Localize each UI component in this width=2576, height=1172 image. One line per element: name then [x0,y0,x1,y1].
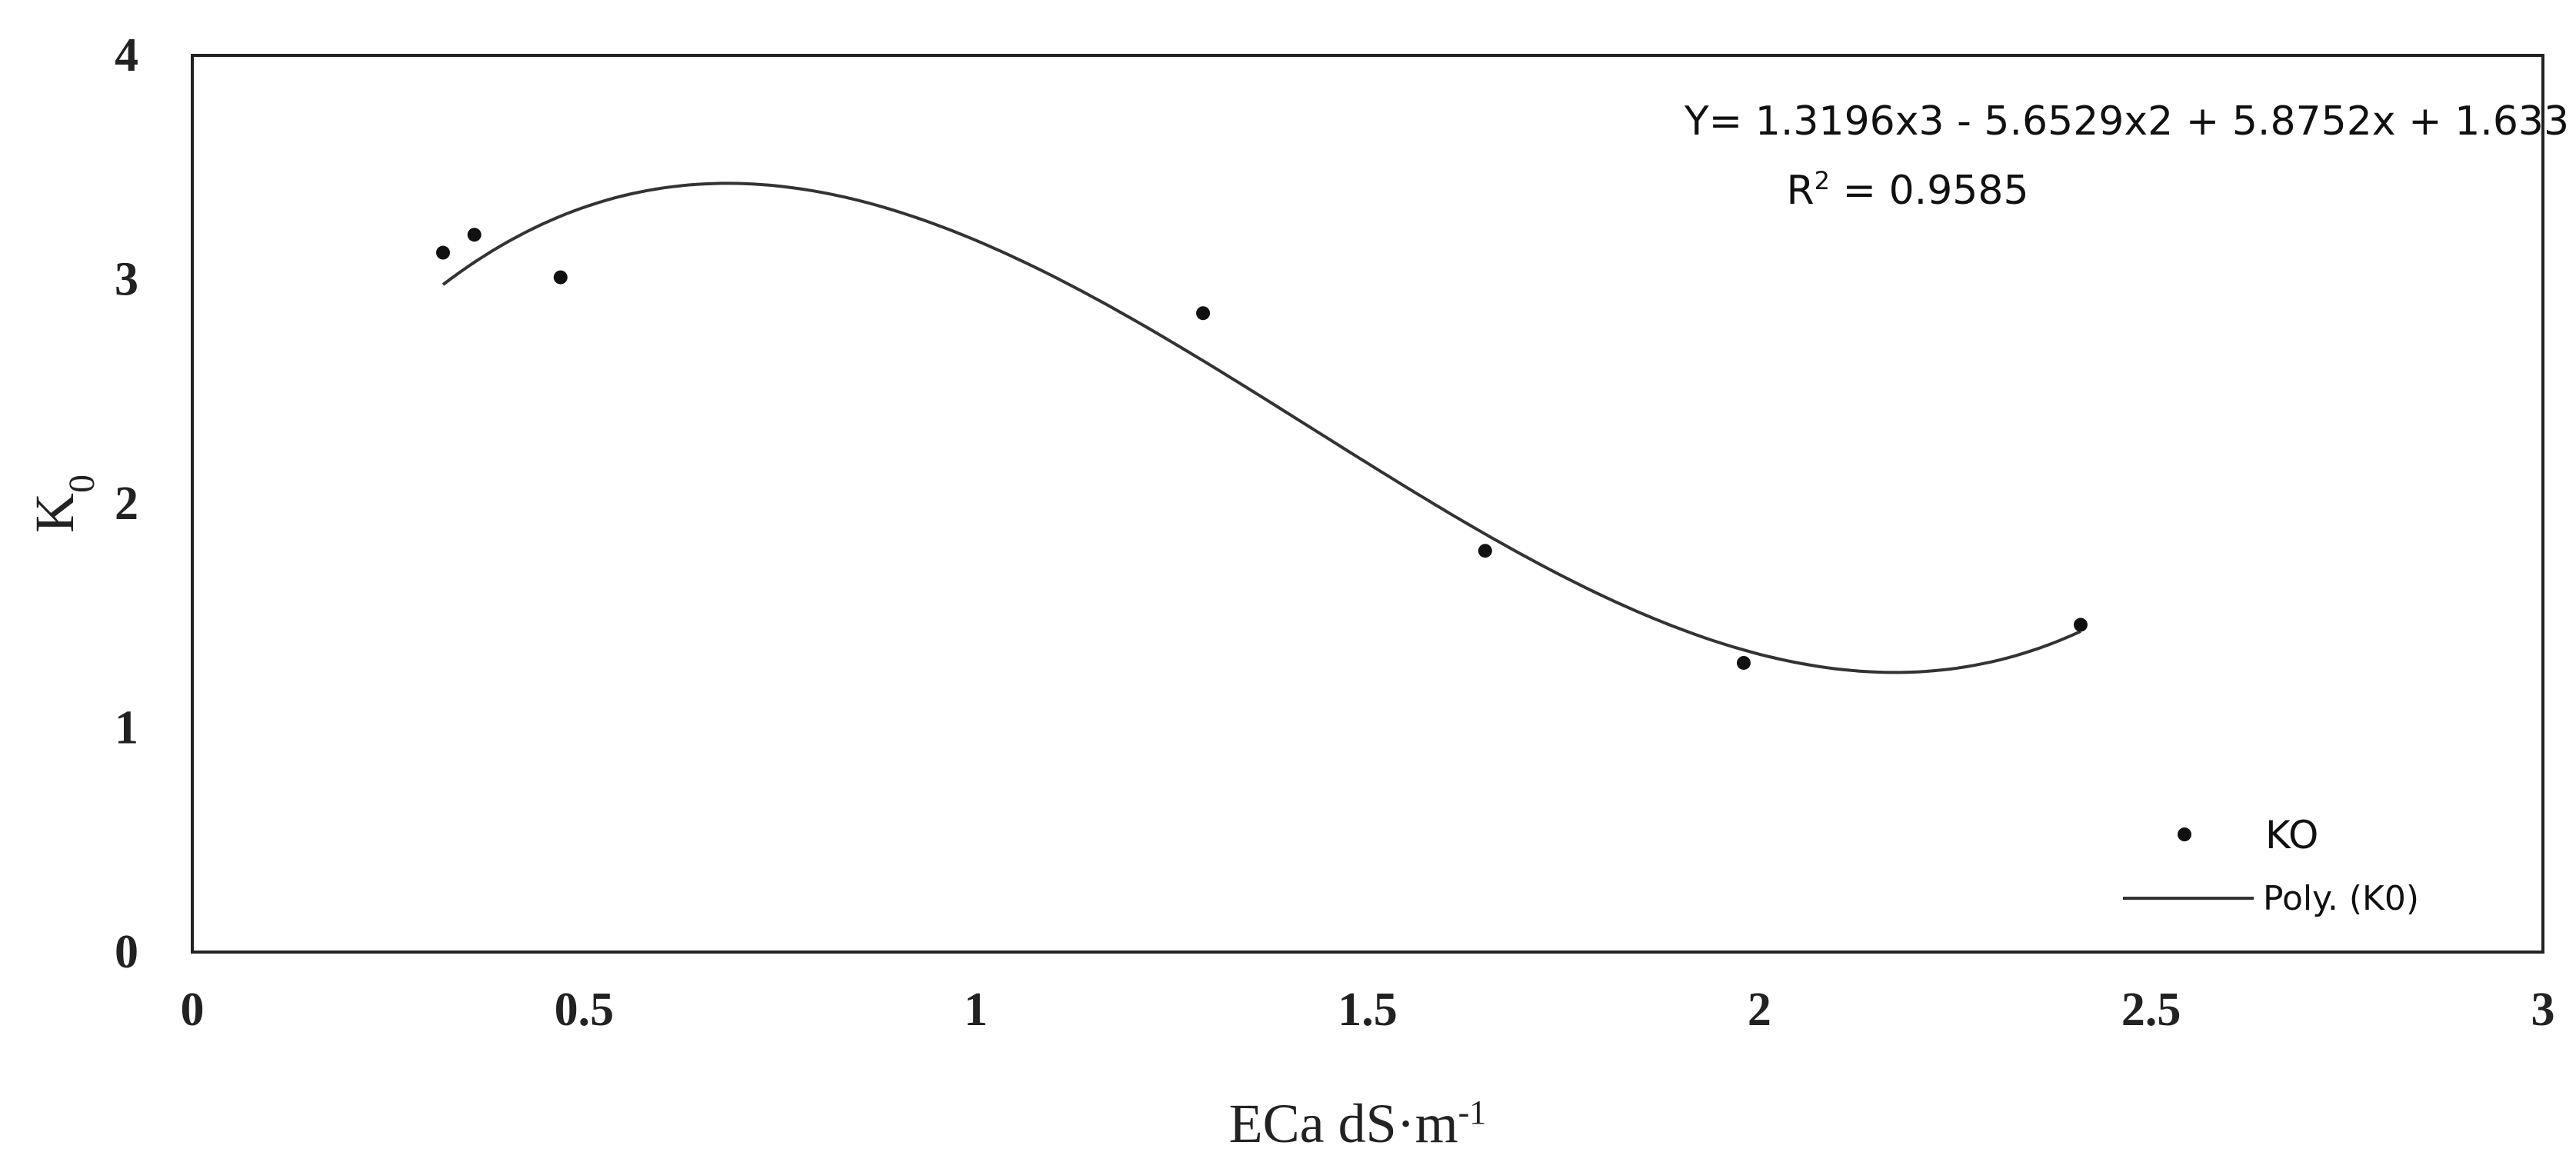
equation-annotation: Y= 1.3196x3 - 5.6529x2 + 5.8752x + 1.633 [1684,98,2569,145]
x-tick-label: 2 [1748,984,1771,1036]
y-tick-label: 0 [115,926,138,978]
x-tick-label: 2.5 [2121,984,2181,1036]
legend: KO Poly. (K0) [2123,813,2419,918]
y-axis-ticks: 0 1 2 3 4 [115,29,138,978]
data-points [435,228,2088,670]
data-point [553,270,568,285]
data-point [1478,544,1492,558]
x-tick-label: 0 [181,984,205,1036]
x-axis-title: ECa dS·m-1 [1229,1093,1487,1154]
data-point [1196,306,1211,321]
trendline [442,181,2081,674]
y-tick-label: 2 [115,478,138,530]
y-tick-label: 1 [115,702,138,754]
plot-frame [191,54,2544,954]
y-tick-label: 4 [115,29,138,82]
legend-marker-points [2178,827,2191,841]
x-tick-label: 0.5 [555,984,615,1036]
x-tick-label: 1.5 [1338,984,1398,1036]
y-tick-label: 3 [115,254,138,306]
data-point [2073,618,2088,632]
data-point [435,245,450,260]
x-tick-label: 1 [964,984,988,1036]
x-tick-label: 3 [2531,984,2555,1036]
data-point [1736,655,1751,670]
data-point [467,228,482,242]
r2-annotation: R2 = 0.9585 [1786,166,2028,214]
legend-label-trendline: Poly. (K0) [2263,879,2419,918]
legend-label-points: KO [2265,813,2318,857]
x-axis-ticks: 0 0.5 1 1.5 2 2.5 3 [181,984,2555,1036]
y-axis-title: K0 [24,474,102,533]
